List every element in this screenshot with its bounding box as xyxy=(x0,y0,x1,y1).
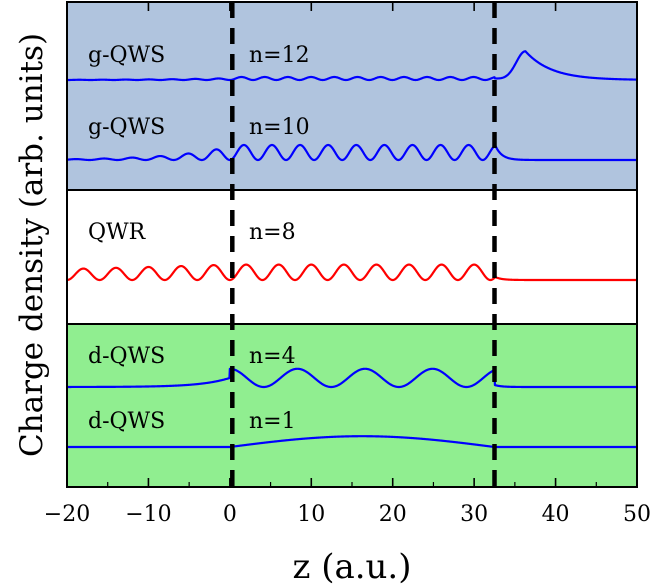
panel-background-2 xyxy=(67,190,637,324)
x-tick-label: 50 xyxy=(623,502,651,527)
curve-n-label: n=10 xyxy=(249,115,310,140)
curve-n-label: n=12 xyxy=(249,43,310,68)
curve-label: g-QWS xyxy=(88,115,165,140)
x-tick-label: −10 xyxy=(125,502,171,527)
curves-layer xyxy=(66,50,638,449)
curve-n-label: n=4 xyxy=(249,344,296,369)
x-axis-ticks: −20 −10 0 10 20 30 40 50 xyxy=(44,2,651,527)
x-tick-label: 40 xyxy=(542,502,570,527)
series-line-d-qws-n-1 xyxy=(66,435,638,449)
series-line-d-qws-n-4 xyxy=(66,367,638,389)
curve-label: d-QWS xyxy=(88,409,165,434)
curve-label: QWR xyxy=(88,220,147,245)
x-axis-label: z (a.u.) xyxy=(292,547,411,587)
curve-label: d-QWS xyxy=(88,344,165,369)
panel-background-3 xyxy=(67,324,637,487)
x-tick-label: −20 xyxy=(44,502,90,527)
curve-n-label: n=8 xyxy=(249,220,296,245)
curve-labels: g-QWS n=12 g-QWS n=10 QWR n=8 d-QWS n=4 d-QWS n=1 xyxy=(88,43,310,434)
panel-backgrounds xyxy=(67,2,637,487)
series-line-qwr-n-8 xyxy=(66,263,638,282)
x-tick-label: 10 xyxy=(297,502,325,527)
series-line-g-qws-n-10 xyxy=(66,143,638,162)
well-boundary-lines xyxy=(230,2,497,487)
x-tick-label: 20 xyxy=(379,502,407,527)
x-tick-label: 0 xyxy=(223,502,237,527)
x-tick-label: 30 xyxy=(460,502,488,527)
series-line-g-qws-n-12 xyxy=(66,50,638,82)
curve-n-label: n=1 xyxy=(249,409,296,434)
y-axis-label: Charge density (arb. units) xyxy=(14,33,50,457)
curve-label: g-QWS xyxy=(88,43,165,68)
panel-background-1 xyxy=(67,2,637,190)
